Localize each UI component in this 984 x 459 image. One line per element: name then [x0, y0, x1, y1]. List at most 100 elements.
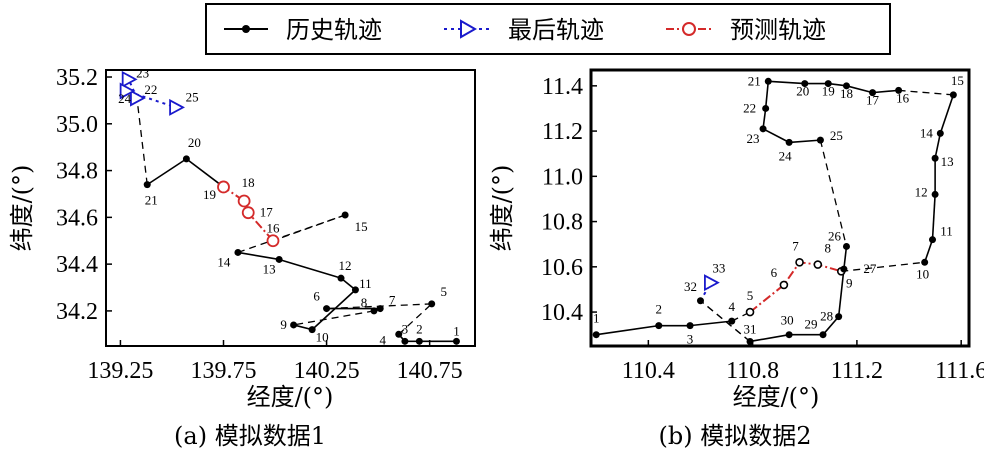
point-label-a: 14	[217, 254, 231, 269]
y-tick-label-a: 34.2	[56, 299, 98, 325]
point-label-b: 22	[743, 100, 756, 115]
history-point-marker-b	[824, 80, 832, 88]
history-point-marker-b	[842, 242, 850, 250]
point-label-a: 19	[203, 187, 216, 202]
history-point-marker-a	[275, 255, 283, 263]
history-segment-b	[872, 89, 899, 94]
point-label-b: 5	[747, 288, 754, 303]
legend-item-last: 最后轨迹	[444, 16, 604, 44]
point-label-a: 5	[440, 284, 447, 299]
y-tick-label-b: 11.0	[542, 164, 583, 190]
history-point-marker-b	[801, 80, 809, 88]
point-label-b: 19	[822, 84, 835, 99]
point-label-a: 16	[266, 221, 280, 236]
history-segment-b	[789, 139, 821, 144]
history-segment-b	[843, 246, 848, 270]
history-point-marker-a	[401, 337, 409, 345]
history-segment-b	[596, 324, 659, 336]
point-label-b: 6	[771, 265, 778, 280]
legend-item-predicted: 预测轨迹	[666, 16, 826, 44]
history-point-marker-b	[816, 136, 824, 144]
point-label-b: 24	[779, 148, 793, 163]
point-label-b: 31	[744, 321, 757, 336]
predicted-point-marker-a	[266, 234, 280, 248]
legend-predicted-label: 预测轨迹	[730, 16, 826, 44]
history-segment-a	[278, 258, 342, 279]
predicted-point-marker-b	[813, 260, 823, 269]
point-label-b: 33	[712, 261, 725, 276]
point-label-b: 20	[796, 84, 809, 99]
last-point-marker-a	[119, 82, 136, 100]
predicted-point-marker-b	[795, 257, 804, 267]
caption-b: (b) 模拟数据2	[659, 422, 812, 450]
point-label-b: 28	[820, 309, 833, 324]
history-segment-b	[934, 133, 942, 159]
last-trajectory-line-a	[125, 75, 177, 109]
y-tick-label-b: 11.2	[542, 119, 583, 145]
point-label-b: 17	[866, 93, 880, 108]
point-label-a: 21	[145, 193, 158, 208]
point-label-a: 17	[260, 205, 274, 220]
point-label-a: 22	[144, 82, 157, 97]
history-point-marker-b	[936, 129, 944, 137]
point-label-b: 8	[825, 241, 832, 256]
history-connector-b	[898, 89, 954, 96]
plot-frame-a	[105, 69, 476, 347]
history-point-marker-b	[895, 86, 903, 94]
history-point-marker-b	[762, 104, 770, 112]
y-tick-label-b: 11.4	[542, 74, 583, 100]
point-label-b: 13	[941, 154, 954, 169]
predicted-point-marker-a	[241, 206, 255, 220]
x-tick-label-a: 140.75	[397, 358, 463, 384]
legend-last-label: 最后轨迹	[508, 16, 604, 44]
history-segment-b	[768, 80, 805, 85]
history-point-marker-a	[351, 286, 359, 294]
chart-a: 139.25 139.75 140.25 140.75 34.2 34.4 34.6 34.8…	[8, 65, 476, 450]
point-label-a: 12	[339, 258, 352, 273]
history-point-marker-b	[686, 322, 694, 330]
chart-b: 110.4 110.8 111.2 111.6 10.4 10.6 10.8 11.0 11.2…	[488, 68, 984, 450]
point-label-a: 20	[188, 135, 201, 150]
history-point-marker-b	[592, 331, 600, 339]
history-point-marker-a	[234, 248, 242, 256]
point-label-a: 11	[359, 276, 372, 291]
point-label-b: 21	[748, 73, 761, 88]
legend-item-history: 历史轨迹	[224, 16, 382, 44]
point-label-b: 30	[781, 313, 794, 328]
predicted-point-marker-b	[745, 307, 755, 317]
caption-a: (a) 模拟数据1	[174, 422, 326, 450]
history-point-marker-a	[182, 155, 190, 163]
last-point-marker-b	[704, 274, 720, 292]
point-label-b: 1	[593, 311, 600, 326]
history-connector-a	[398, 303, 433, 335]
axes-b: 110.4 110.8 111.2 111.6 10.4 10.6 10.8 11.0 11.2…	[541, 74, 984, 384]
history-point-marker-b	[764, 77, 772, 85]
history-segment-b	[762, 128, 790, 144]
legend-last-marker	[460, 19, 478, 39]
history-segment-b	[749, 333, 790, 343]
history-connector-b	[841, 261, 925, 272]
point-label-a: 13	[263, 261, 276, 276]
history-segment-a	[237, 251, 280, 261]
history-segment-b	[837, 268, 845, 317]
point-label-b: 26	[828, 228, 842, 243]
point-label-a: 23	[136, 65, 149, 80]
predicted-trajectory-line-b	[749, 261, 842, 313]
last-connector-a	[136, 97, 148, 185]
point-label-b: 23	[747, 131, 760, 146]
x-tick-label-a: 139.75	[191, 358, 257, 384]
history-point-marker-a	[376, 305, 384, 313]
y-axis-title-a: 纬度/(°)	[8, 165, 36, 252]
point-label-b: 16	[896, 90, 910, 105]
history-point-marker-b	[696, 297, 704, 305]
point-label-b: 12	[915, 184, 928, 199]
point-label-b: 2	[656, 302, 663, 317]
history-point-marker-b	[819, 331, 827, 339]
point-label-b: 15	[951, 73, 964, 88]
history-segment-b	[939, 94, 955, 134]
point-label-a: 15	[355, 219, 368, 234]
history-segment-b	[689, 320, 732, 327]
point-label-a: 3	[402, 321, 409, 336]
